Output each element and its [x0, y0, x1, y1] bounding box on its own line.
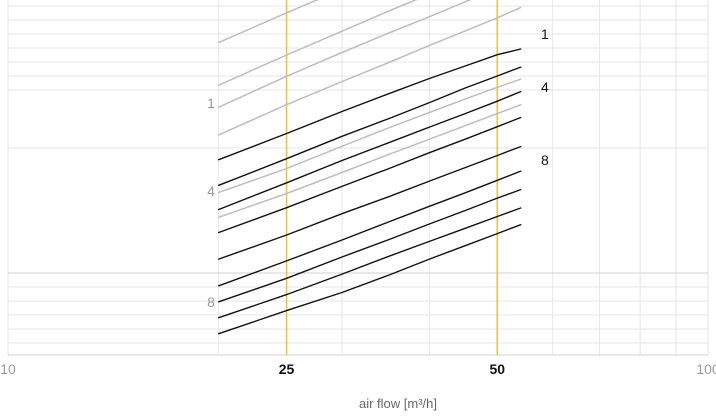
curve-dark	[217, 223, 522, 335]
x-tick-label: 25	[279, 361, 295, 377]
curve-label-4: 4	[541, 79, 549, 95]
curve-light	[217, 103, 522, 219]
curve-light	[217, 0, 319, 44]
highlight-lines	[285, 0, 499, 355]
curve-layer	[217, 0, 522, 335]
curve-dark	[217, 145, 522, 260]
curve-label-1: 1	[541, 26, 549, 42]
curve-dark	[217, 48, 522, 161]
curve-dark	[217, 116, 522, 234]
curve-light	[217, 6, 522, 136]
curve-light	[217, 0, 418, 86]
curve-dark	[217, 170, 522, 287]
curve-dark	[217, 188, 522, 303]
curve-light	[217, 0, 472, 108]
curve-light	[217, 78, 522, 194]
x-axis-label: air flow [m³/h]	[359, 396, 437, 411]
x-tick-label: 50	[489, 361, 505, 377]
curve-dark	[217, 207, 522, 319]
curve-label-8: 8	[541, 152, 549, 168]
grid-layer	[7, 0, 709, 356]
curve-dark	[217, 90, 522, 211]
left-label-4: 4	[207, 183, 215, 199]
x-tick-label: 100	[696, 361, 716, 377]
left-label-1: 1	[207, 95, 215, 111]
curve-dark	[217, 66, 522, 187]
left-label-8: 8	[207, 294, 215, 310]
x-tick-label: 10	[0, 361, 16, 377]
